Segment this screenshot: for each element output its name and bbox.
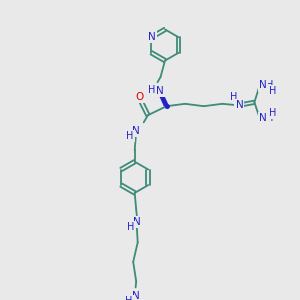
Text: H: H <box>148 85 155 95</box>
Text: H: H <box>269 108 277 118</box>
Text: H: H <box>269 86 277 96</box>
Text: H: H <box>127 222 134 233</box>
Text: N: N <box>132 291 140 300</box>
Text: H: H <box>266 80 274 91</box>
Text: N: N <box>259 113 267 123</box>
Text: H: H <box>125 296 133 300</box>
Text: N: N <box>148 32 155 42</box>
Text: N: N <box>132 126 140 136</box>
Text: N: N <box>236 100 243 110</box>
Text: N: N <box>133 217 141 227</box>
Text: H: H <box>230 92 237 102</box>
Text: O: O <box>136 92 144 102</box>
Text: H: H <box>266 113 274 123</box>
Text: N: N <box>156 86 164 96</box>
Text: N: N <box>259 80 267 91</box>
Text: H: H <box>126 131 134 141</box>
